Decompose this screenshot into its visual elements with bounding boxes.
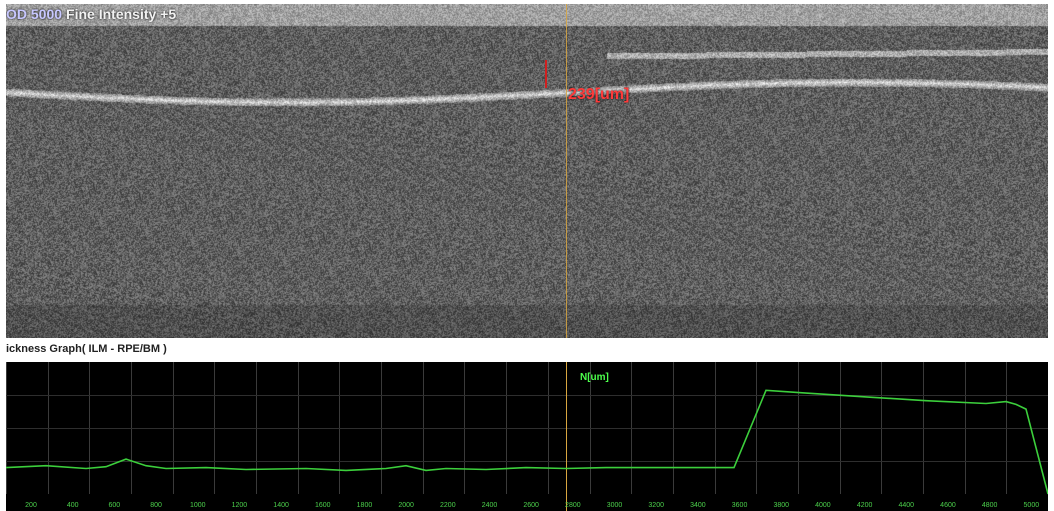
x-tick-label: 5000 xyxy=(1024,502,1040,509)
x-tick-label: 1600 xyxy=(315,502,331,509)
x-tick-label: 1000 xyxy=(190,502,206,509)
thickness-series-line xyxy=(6,389,1048,495)
x-tick-label: 2000 xyxy=(398,502,414,509)
x-tick-label: 3200 xyxy=(648,502,664,509)
bscan-image[interactable]: OD 5000 Fine Intensity +5 239[um] xyxy=(6,4,1048,338)
x-tick-label: 2200 xyxy=(440,502,456,509)
graph-cursor-label: N[um] xyxy=(580,372,609,383)
x-tick-label: 3400 xyxy=(690,502,706,509)
x-tick-label: 4800 xyxy=(982,502,998,509)
x-tick-label: 4400 xyxy=(898,502,914,509)
thickness-graph-title: ickness Graph( ILM - RPE/BM ) xyxy=(6,343,167,355)
scan-header: OD 5000 Fine Intensity +5 xyxy=(6,5,176,23)
scan-id-label: OD 5000 xyxy=(6,6,63,22)
thickness-value-label: 239[um] xyxy=(568,86,630,103)
x-tick-label: 400 xyxy=(67,502,79,509)
x-tick-label: 200 xyxy=(25,502,37,509)
thickness-graph-svg: 200 400 600 800 1000 1200 1400 1600 1800 2000 2200… xyxy=(6,362,1048,511)
x-tick-label: 1200 xyxy=(232,502,248,509)
x-tick-label: 4000 xyxy=(815,502,831,509)
x-tick-label: 600 xyxy=(109,502,121,509)
bscan-speckle-canvas xyxy=(6,4,1048,338)
x-tick-label: 2600 xyxy=(523,502,539,509)
x-tick-label: 2800 xyxy=(565,502,581,509)
x-tick-label: 4600 xyxy=(940,502,956,509)
x-tick-label: 2400 xyxy=(482,502,498,509)
x-tick-label: 4200 xyxy=(857,502,873,509)
bscan-cursor-line[interactable] xyxy=(566,4,567,338)
thickness-graph[interactable]: 200 400 600 800 1000 1200 1400 1600 1800 2000 2200… xyxy=(6,362,1048,511)
x-tick-label: 3600 xyxy=(732,502,748,509)
thickness-measure-marker xyxy=(545,60,547,88)
x-tick-label: 3800 xyxy=(773,502,789,509)
scan-mode-label: Fine Intensity +5 xyxy=(66,6,177,22)
x-tick-label: 800 xyxy=(150,502,162,509)
x-tick-label: 1800 xyxy=(357,502,373,509)
x-tick-label: 3000 xyxy=(607,502,623,509)
x-tick-label: 1400 xyxy=(273,502,289,509)
